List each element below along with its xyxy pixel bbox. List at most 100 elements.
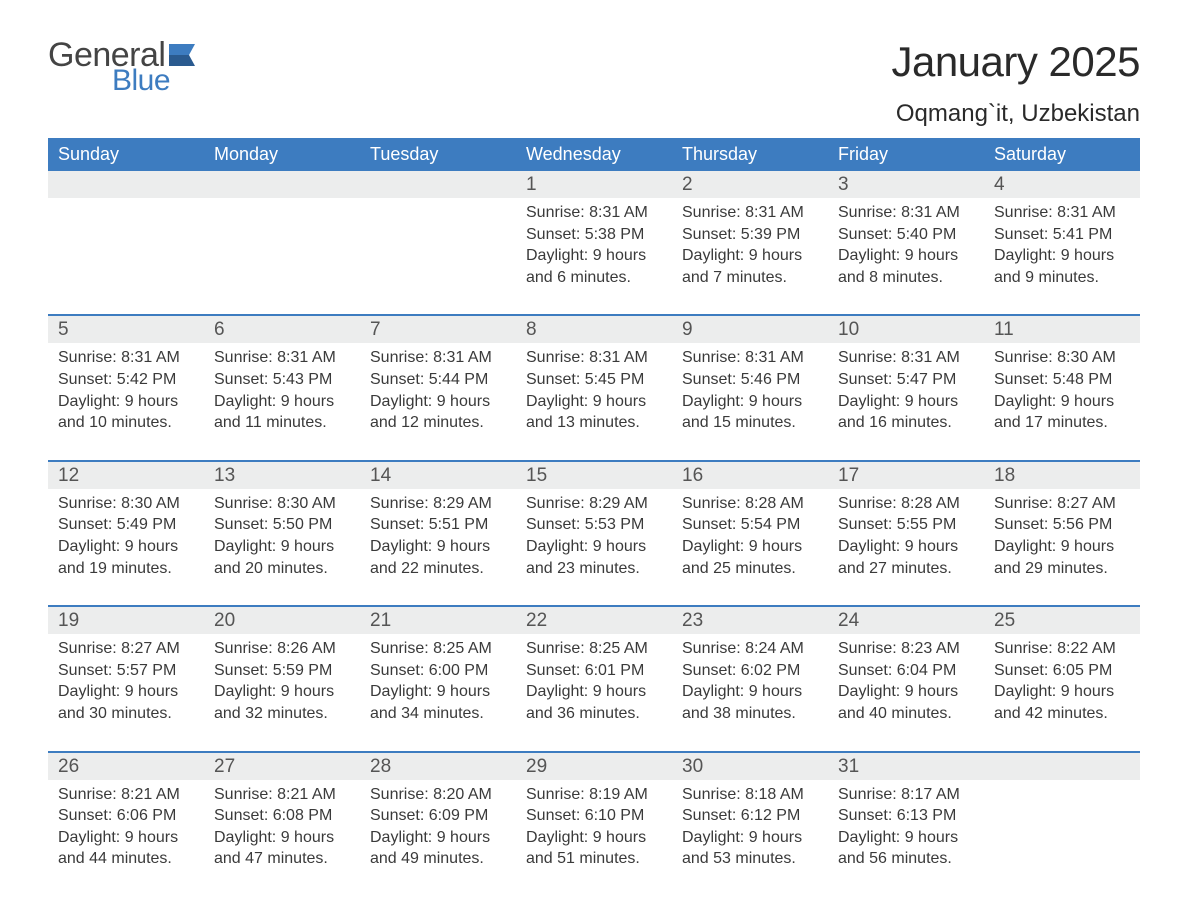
day-body: Sunrise: 8:29 AMSunset: 5:51 PMDaylight:… <box>360 489 516 591</box>
sunrise-line: Sunrise: 8:31 AM <box>994 202 1130 224</box>
weekday-label: Friday <box>828 138 984 171</box>
weekday-label: Sunday <box>48 138 204 171</box>
day-number: 31 <box>828 753 984 780</box>
daylight-line: Daylight: 9 hours and 20 minutes. <box>214 536 350 579</box>
day-body: Sunrise: 8:31 AMSunset: 5:42 PMDaylight:… <box>48 343 204 445</box>
day-number: 25 <box>984 607 1140 634</box>
day-number: 30 <box>672 753 828 780</box>
day-body: Sunrise: 8:21 AMSunset: 6:08 PMDaylight:… <box>204 780 360 882</box>
sunrise-line: Sunrise: 8:24 AM <box>682 638 818 660</box>
day-body: Sunrise: 8:20 AMSunset: 6:09 PMDaylight:… <box>360 780 516 882</box>
day-body: Sunrise: 8:18 AMSunset: 6:12 PMDaylight:… <box>672 780 828 882</box>
day-body: Sunrise: 8:17 AMSunset: 6:13 PMDaylight:… <box>828 780 984 882</box>
day-number: 17 <box>828 462 984 489</box>
sunset-line: Sunset: 5:39 PM <box>682 224 818 246</box>
daylight-line: Daylight: 9 hours and 11 minutes. <box>214 391 350 434</box>
day-number: 19 <box>48 607 204 634</box>
week-row: 19202122232425Sunrise: 8:27 AMSunset: 5:… <box>48 605 1140 736</box>
sunrise-line: Sunrise: 8:22 AM <box>994 638 1130 660</box>
location-label: Oqmang`it, Uzbekistan <box>891 100 1140 128</box>
sunrise-line: Sunrise: 8:19 AM <box>526 784 662 806</box>
day-body: Sunrise: 8:31 AMSunset: 5:39 PMDaylight:… <box>672 198 828 300</box>
day-body: Sunrise: 8:31 AMSunset: 5:44 PMDaylight:… <box>360 343 516 445</box>
sunset-line: Sunset: 5:53 PM <box>526 514 662 536</box>
daylight-line: Daylight: 9 hours and 7 minutes. <box>682 245 818 288</box>
day-body: Sunrise: 8:30 AMSunset: 5:48 PMDaylight:… <box>984 343 1140 445</box>
day-number: 22 <box>516 607 672 634</box>
day-body: Sunrise: 8:30 AMSunset: 5:50 PMDaylight:… <box>204 489 360 591</box>
day-number <box>48 171 204 198</box>
daylight-line: Daylight: 9 hours and 19 minutes. <box>58 536 194 579</box>
daybody-row: Sunrise: 8:30 AMSunset: 5:49 PMDaylight:… <box>48 489 1140 591</box>
day-number: 26 <box>48 753 204 780</box>
sunset-line: Sunset: 5:42 PM <box>58 369 194 391</box>
sunrise-line: Sunrise: 8:30 AM <box>214 493 350 515</box>
sunset-line: Sunset: 5:47 PM <box>838 369 974 391</box>
daylight-line: Daylight: 9 hours and 9 minutes. <box>994 245 1130 288</box>
sunset-line: Sunset: 5:44 PM <box>370 369 506 391</box>
daybody-row: Sunrise: 8:27 AMSunset: 5:57 PMDaylight:… <box>48 634 1140 736</box>
sunset-line: Sunset: 5:40 PM <box>838 224 974 246</box>
calendar: Sunday Monday Tuesday Wednesday Thursday… <box>48 138 1140 882</box>
day-number: 3 <box>828 171 984 198</box>
sunset-line: Sunset: 6:00 PM <box>370 660 506 682</box>
daynum-row: 12131415161718 <box>48 462 1140 489</box>
day-body: Sunrise: 8:19 AMSunset: 6:10 PMDaylight:… <box>516 780 672 882</box>
weekday-label: Thursday <box>672 138 828 171</box>
sunset-line: Sunset: 5:55 PM <box>838 514 974 536</box>
sunset-line: Sunset: 5:56 PM <box>994 514 1130 536</box>
brand-word2: Blue <box>112 66 201 96</box>
daylight-line: Daylight: 9 hours and 16 minutes. <box>838 391 974 434</box>
daylight-line: Daylight: 9 hours and 40 minutes. <box>838 681 974 724</box>
sunrise-line: Sunrise: 8:30 AM <box>994 347 1130 369</box>
daylight-line: Daylight: 9 hours and 56 minutes. <box>838 827 974 870</box>
sunset-line: Sunset: 5:46 PM <box>682 369 818 391</box>
month-title: January 2025 <box>891 38 1140 86</box>
day-number: 4 <box>984 171 1140 198</box>
daylight-line: Daylight: 9 hours and 38 minutes. <box>682 681 818 724</box>
daybody-row: Sunrise: 8:31 AM Sunset: 5:42 PM Daylight:… <box>48 343 1140 445</box>
daynum-row: 262728293031 <box>48 753 1140 780</box>
weekday-label: Wednesday <box>516 138 672 171</box>
sunset-line: Sunset: 5:51 PM <box>370 514 506 536</box>
day-number <box>984 753 1140 780</box>
daynum-row: 567891011 <box>48 316 1140 343</box>
sunrise-line: Sunrise: 8:31 AM <box>214 347 350 369</box>
daylight-line: Daylight: 9 hours and 36 minutes. <box>526 681 662 724</box>
day-number: 27 <box>204 753 360 780</box>
daylight-line: Daylight: 9 hours and 25 minutes. <box>682 536 818 579</box>
daylight-line: Daylight: 9 hours and 15 minutes. <box>682 391 818 434</box>
sunrise-line: Sunrise: 8:29 AM <box>526 493 662 515</box>
daylight-line: Daylight: 9 hours and 30 minutes. <box>58 681 194 724</box>
daybody-row: Sunrise: 8:31 AMSunset: 5:38 PMDaylight:… <box>48 198 1140 300</box>
weekday-label: Tuesday <box>360 138 516 171</box>
daybody-row: Sunrise: 8:21 AMSunset: 6:06 PM Daylight:… <box>48 780 1140 882</box>
sunrise-line: Sunrise: 8:31 AM <box>526 347 662 369</box>
header: General Blue January 2025 Oqmang`it, Uzb… <box>48 38 1140 128</box>
day-body: Sunrise: 8:26 AMSunset: 5:59 PMDaylight:… <box>204 634 360 736</box>
sunrise-line: Sunrise: 8:31 AM <box>526 202 662 224</box>
sunrise-line: Sunrise: 8:25 AM <box>526 638 662 660</box>
week-row: 1234Sunrise: 8:31 AMSunset: 5:38 PMDayli… <box>48 171 1140 300</box>
day-number: 2 <box>672 171 828 198</box>
day-number: 28 <box>360 753 516 780</box>
day-body: Sunrise: 8:22 AMSunset: 6:05 PMDaylight:… <box>984 634 1140 736</box>
sunrise-line: Sunrise: 8:21 AM <box>58 784 194 806</box>
day-number: 24 <box>828 607 984 634</box>
flag-icon <box>169 44 201 66</box>
day-number: 6 <box>204 316 360 343</box>
sunset-line: Sunset: 6:12 PM <box>682 805 818 827</box>
sunset-line: Sunset: 5:41 PM <box>994 224 1130 246</box>
weekday-label: Saturday <box>984 138 1140 171</box>
sunrise-line: Sunrise: 8:29 AM <box>370 493 506 515</box>
sunset-line: Sunset: 5:59 PM <box>214 660 350 682</box>
sunrise-line: Sunrise: 8:28 AM <box>838 493 974 515</box>
sunset-line: Sunset: 5:38 PM <box>526 224 662 246</box>
day-number: 15 <box>516 462 672 489</box>
day-number: 12 <box>48 462 204 489</box>
sunset-line: Sunset: 6:06 PM <box>58 805 194 827</box>
day-number: 10 <box>828 316 984 343</box>
day-body: Sunrise: 8:31 AMSunset: 5:40 PMDaylight:… <box>828 198 984 300</box>
sunset-line: Sunset: 6:05 PM <box>994 660 1130 682</box>
sunrise-line: Sunrise: 8:17 AM <box>838 784 974 806</box>
